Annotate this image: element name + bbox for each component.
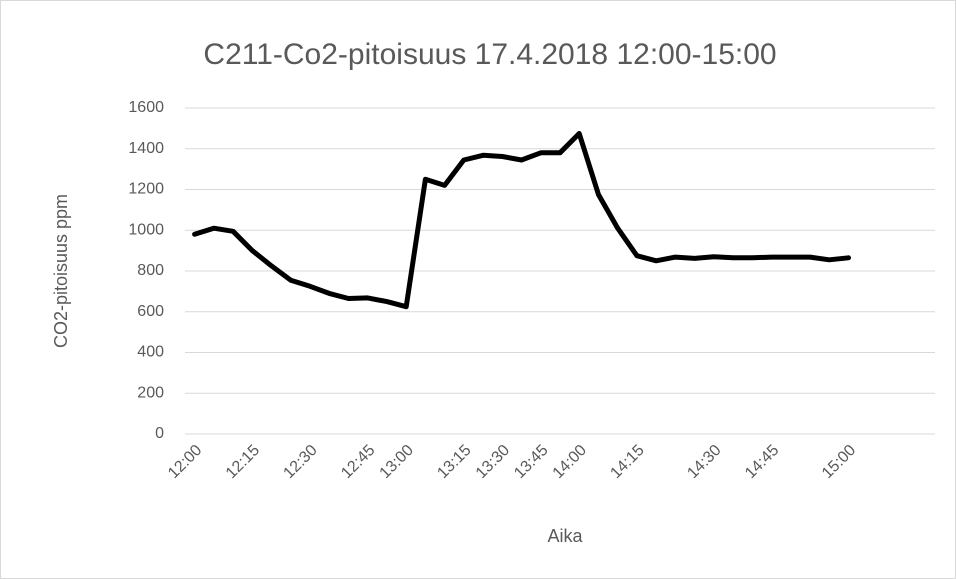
- y-tick-label: 600: [137, 303, 164, 320]
- chart-title: C211-Co2-pitoisuus 17.4.2018 12:00-15:00: [203, 38, 776, 71]
- data-line: [192, 131, 851, 310]
- y-tick-label: 400: [137, 344, 164, 361]
- y-tick-label: 1600: [128, 99, 164, 116]
- y-tick-label: 800: [137, 262, 164, 279]
- y-tick-label: 1000: [128, 221, 164, 238]
- y-tick-label: 200: [137, 384, 164, 401]
- y-axis-label: CO2-pitoisuus ppm: [51, 194, 71, 348]
- y-tick-label: 1200: [128, 181, 164, 198]
- y-tick-label: 1400: [128, 140, 164, 157]
- x-axis-label: Aika: [547, 526, 583, 546]
- y-tick-label: 0: [155, 425, 164, 442]
